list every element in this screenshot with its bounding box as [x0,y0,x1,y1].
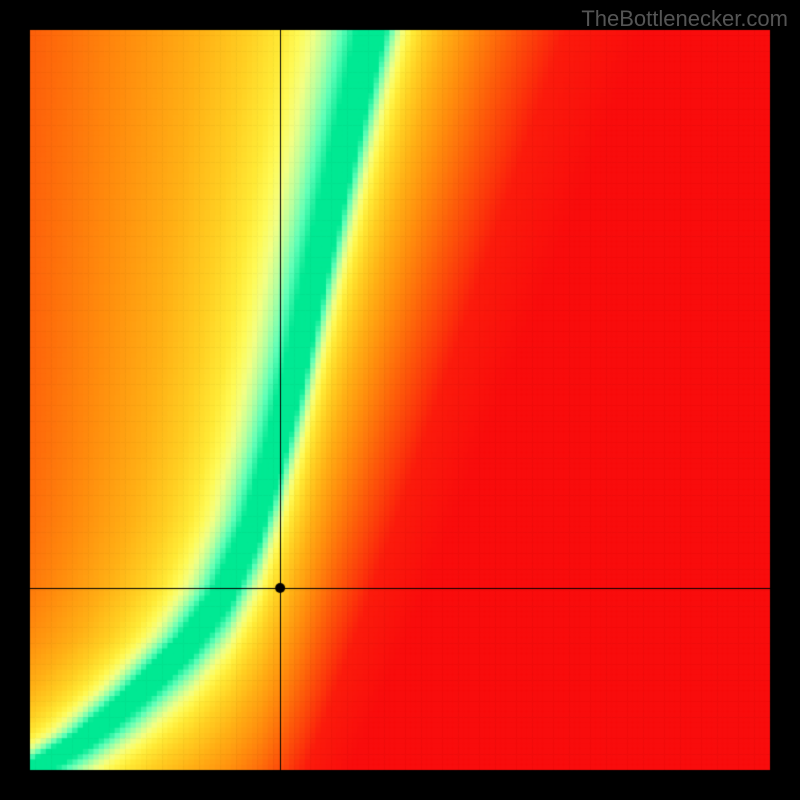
heatmap-canvas [0,0,800,800]
chart-container: TheBottlenecker.com [0,0,800,800]
watermark-text: TheBottlenecker.com [581,6,788,32]
